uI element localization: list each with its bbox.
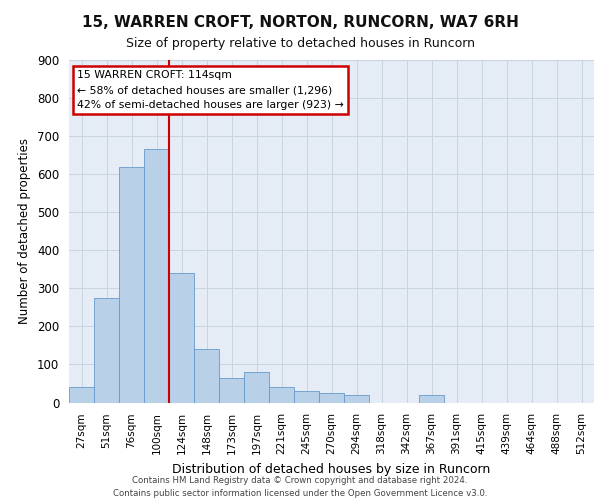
Bar xyxy=(244,372,269,402)
X-axis label: Distribution of detached houses by size in Runcorn: Distribution of detached houses by size … xyxy=(172,462,491,475)
Bar xyxy=(344,395,369,402)
Y-axis label: Number of detached properties: Number of detached properties xyxy=(19,138,31,324)
Bar xyxy=(269,388,294,402)
Bar xyxy=(219,378,244,402)
Text: 15, WARREN CROFT, NORTON, RUNCORN, WA7 6RH: 15, WARREN CROFT, NORTON, RUNCORN, WA7 6… xyxy=(82,15,518,30)
Bar xyxy=(144,150,169,402)
Bar xyxy=(94,298,119,403)
Bar xyxy=(169,273,194,402)
Text: 15 WARREN CROFT: 114sqm
← 58% of detached houses are smaller (1,296)
42% of semi: 15 WARREN CROFT: 114sqm ← 58% of detache… xyxy=(77,70,344,110)
Bar xyxy=(419,395,444,402)
Bar xyxy=(294,391,319,402)
Bar xyxy=(194,349,219,403)
Bar xyxy=(119,166,144,402)
Text: Size of property relative to detached houses in Runcorn: Size of property relative to detached ho… xyxy=(125,38,475,51)
Text: Contains HM Land Registry data © Crown copyright and database right 2024.
Contai: Contains HM Land Registry data © Crown c… xyxy=(113,476,487,498)
Bar xyxy=(319,393,344,402)
Bar xyxy=(69,388,94,402)
